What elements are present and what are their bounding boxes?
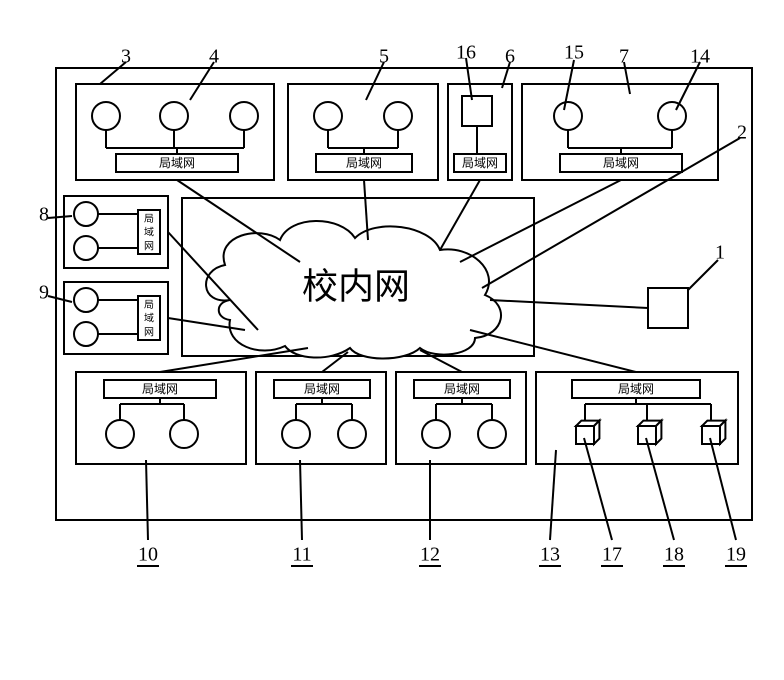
svg-text:局域网: 局域网 bbox=[304, 382, 340, 396]
svg-text:局域网: 局域网 bbox=[346, 156, 382, 170]
svg-text:7: 7 bbox=[619, 46, 629, 68]
svg-text:网: 网 bbox=[144, 326, 154, 338]
svg-text:域: 域 bbox=[144, 226, 154, 239]
svg-text:2: 2 bbox=[737, 122, 747, 144]
svg-text:校内网: 校内网 bbox=[302, 266, 410, 306]
svg-text:3: 3 bbox=[121, 46, 131, 68]
svg-text:15: 15 bbox=[564, 42, 584, 64]
svg-text:局域网: 局域网 bbox=[603, 156, 639, 170]
svg-text:10: 10 bbox=[138, 544, 158, 566]
svg-text:局域网: 局域网 bbox=[462, 156, 498, 170]
svg-text:局: 局 bbox=[144, 299, 154, 311]
svg-text:19: 19 bbox=[726, 544, 746, 566]
svg-text:18: 18 bbox=[664, 544, 684, 566]
svg-text:13: 13 bbox=[540, 544, 560, 566]
group-g10: 局域网 bbox=[76, 348, 308, 464]
group-g6: 局域网 bbox=[440, 84, 512, 250]
svg-text:8: 8 bbox=[39, 204, 49, 226]
group-g12: 局域网 bbox=[396, 350, 526, 464]
svg-text:17: 17 bbox=[602, 544, 622, 566]
svg-text:5: 5 bbox=[379, 46, 389, 68]
svg-text:1: 1 bbox=[715, 242, 725, 264]
svg-text:6: 6 bbox=[505, 46, 515, 68]
group-g11: 局域网 bbox=[256, 352, 386, 464]
svg-text:14: 14 bbox=[690, 46, 710, 68]
svg-text:9: 9 bbox=[39, 282, 49, 304]
svg-text:4: 4 bbox=[209, 46, 219, 68]
network-diagram: 校内网局域网局域网局域网局域网局域网局域网局域网局域网局域网局域网3451661… bbox=[0, 0, 784, 680]
svg-text:16: 16 bbox=[456, 42, 476, 64]
svg-text:域: 域 bbox=[144, 312, 154, 325]
svg-text:局域网: 局域网 bbox=[618, 382, 654, 396]
svg-text:12: 12 bbox=[420, 544, 440, 566]
svg-text:局域网: 局域网 bbox=[444, 382, 480, 396]
group-g5: 局域网 bbox=[288, 84, 438, 240]
svg-text:局: 局 bbox=[144, 213, 154, 225]
svg-text:网: 网 bbox=[144, 240, 154, 252]
svg-text:11: 11 bbox=[292, 544, 311, 566]
svg-text:局域网: 局域网 bbox=[142, 382, 178, 396]
svg-text:局域网: 局域网 bbox=[159, 156, 195, 170]
